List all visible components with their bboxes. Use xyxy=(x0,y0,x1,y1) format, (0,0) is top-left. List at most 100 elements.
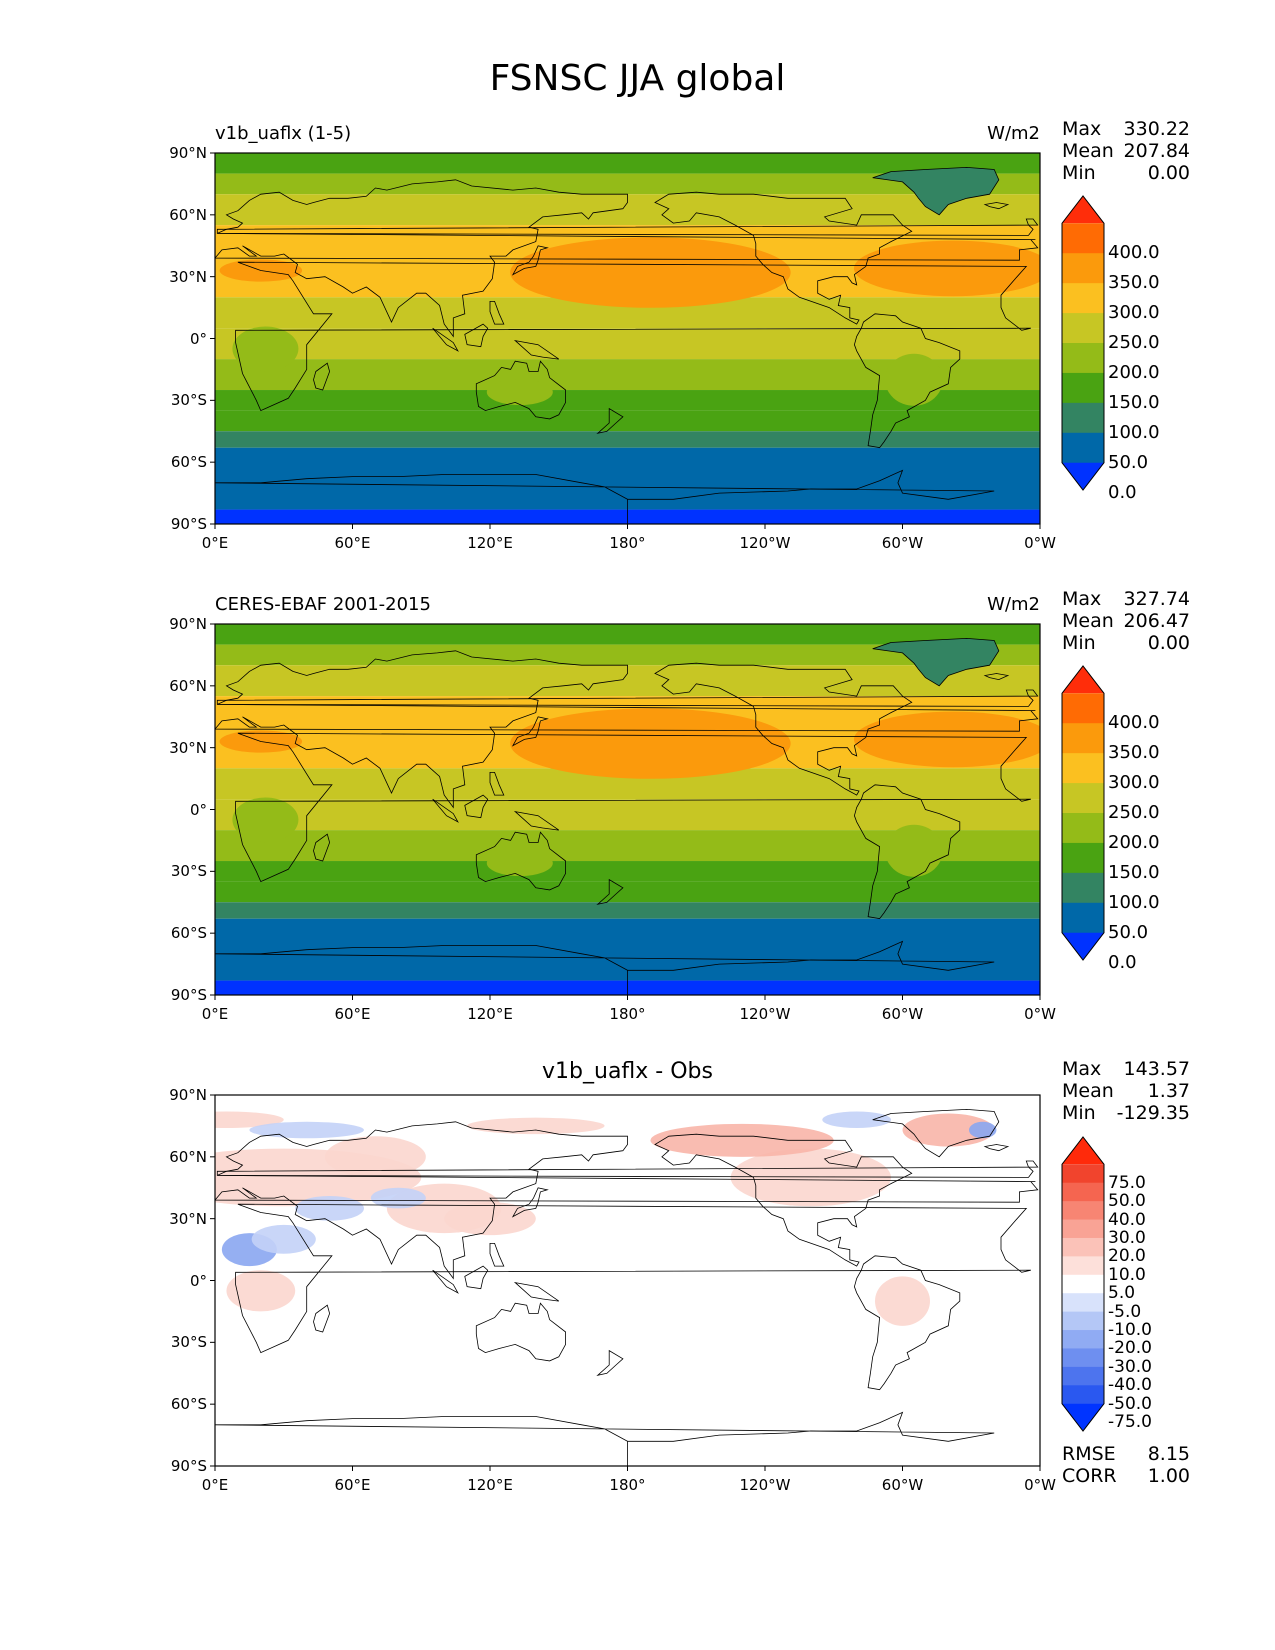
stat-value: -129.35 xyxy=(1116,1102,1190,1124)
coastline-n_america xyxy=(654,662,913,796)
coastline-australia xyxy=(475,1302,566,1362)
colorbar-tick-label: -40.0 xyxy=(1108,1375,1152,1396)
lon-tick-label: 60°W xyxy=(881,1005,924,1023)
stat-min: Min 0.00 xyxy=(1062,162,1190,184)
lat-tick-label: 30°N xyxy=(169,738,207,757)
lat-tick-label: 0° xyxy=(189,1271,207,1290)
colorbar-segment xyxy=(1062,693,1104,724)
coastline-uk xyxy=(216,218,1039,236)
lon-tick-label: 120°W xyxy=(739,534,791,552)
stat-value: 206.47 xyxy=(1123,610,1190,632)
stat-value: 0.00 xyxy=(1147,632,1190,654)
lon-tick-label: 0°E xyxy=(201,1005,229,1023)
lon-tick-label: 180° xyxy=(609,534,646,552)
colorbar-tick-label: -30.0 xyxy=(1108,1356,1152,1377)
stat-label: Mean xyxy=(1062,610,1114,632)
colorbar-tick-label: 100.0 xyxy=(1108,421,1160,443)
stat-label: Max xyxy=(1062,588,1102,610)
lon-tick-label: 120°W xyxy=(739,1005,791,1023)
colorbar-segment xyxy=(1062,813,1104,844)
colorbar-tick-label: 5.0 xyxy=(1108,1283,1136,1304)
colorbar xyxy=(1061,195,1105,491)
panel-units: W/m2 xyxy=(987,123,1040,144)
coastline-n_america xyxy=(654,191,913,325)
map-field-difference xyxy=(215,1095,1040,1466)
colorbar-segment xyxy=(1062,1164,1104,1184)
coastline-s_america xyxy=(853,313,961,449)
coastline-japan xyxy=(511,245,549,276)
stat-label: Min xyxy=(1062,162,1096,184)
lat-tick-label: 90°N xyxy=(169,144,207,162)
coastline-iceland xyxy=(983,1144,1010,1152)
coastline-iceland xyxy=(983,202,1010,210)
lat-tick-label: 30°N xyxy=(169,267,207,286)
coastline-eurasia xyxy=(215,650,1039,809)
colorbar-tick-label: 350.0 xyxy=(1108,742,1160,764)
coastline-new_zealand xyxy=(596,878,624,906)
coastline-africa xyxy=(235,261,1031,412)
lon-tick-label: 0°W xyxy=(1024,1005,1056,1023)
colorbar-tick-label: 0.0 xyxy=(1108,481,1137,503)
stat-label: Max xyxy=(1062,1058,1102,1080)
lat-tick-label: 90°S xyxy=(170,1457,207,1475)
coastline-s_america xyxy=(853,1255,961,1391)
colorbar-segment xyxy=(1062,1293,1104,1313)
coastline-greenland xyxy=(872,637,1000,687)
lon-tick-label: 0°E xyxy=(201,534,229,552)
colorbar-segment xyxy=(1062,1330,1104,1349)
coastline-uk xyxy=(216,689,1039,707)
coastline-eurasia xyxy=(215,1121,1039,1280)
stat-value: 207.84 xyxy=(1123,140,1190,162)
lat-tick-label: 90°N xyxy=(169,1086,207,1104)
stat-value: 143.57 xyxy=(1123,1058,1190,1080)
stat-min: Min -129.35 xyxy=(1062,1102,1190,1124)
lon-tick-label: 0°E xyxy=(201,1476,229,1494)
colorbar-segment xyxy=(1062,1219,1104,1239)
colorbar-segment xyxy=(1062,723,1104,754)
colorbar-segment xyxy=(1062,432,1104,464)
lon-tick-label: 60°E xyxy=(334,534,371,552)
lon-tick-label: 60°W xyxy=(881,534,924,552)
coastline-madagascar xyxy=(313,362,331,391)
colorbar-segment xyxy=(1062,1256,1104,1276)
stat-mean: Mean 206.47 xyxy=(1062,610,1190,632)
stat-value: 1.00 xyxy=(1147,1465,1190,1487)
coastline-antarctica xyxy=(215,1411,995,1466)
panel-title: CERES-EBAF 2001-2015 xyxy=(215,594,431,615)
colorbar-segment xyxy=(1062,1311,1104,1331)
stat-label: Min xyxy=(1062,1102,1096,1124)
coastline-uk xyxy=(216,1160,1039,1178)
colorbar-tick-label: 350.0 xyxy=(1108,272,1160,294)
colorbar-tick-label: 0.0 xyxy=(1108,951,1137,973)
coastline-greenland xyxy=(872,166,1000,216)
lat-tick-label: 90°S xyxy=(170,515,207,533)
coastline-borneo xyxy=(464,794,489,819)
coastline-indochina_phil xyxy=(489,1243,505,1267)
lon-tick-label: 60°W xyxy=(881,1476,924,1494)
colorbar-tick-label: 400.0 xyxy=(1108,712,1160,734)
colorbar-tick-label: 200.0 xyxy=(1108,361,1160,383)
lat-tick-label: 90°N xyxy=(169,615,207,633)
coastline-australia xyxy=(475,360,566,420)
colorbar-tick-label: 150.0 xyxy=(1108,391,1160,413)
colorbar-tick-label: 40.0 xyxy=(1108,1209,1146,1230)
colorbar-tick-label: 150.0 xyxy=(1108,861,1160,883)
lat-tick-label: 90°S xyxy=(170,986,207,1004)
coastline-africa xyxy=(235,1203,1031,1354)
coastlines xyxy=(215,637,1039,995)
coastline-africa xyxy=(235,732,1031,883)
colorbar-segment xyxy=(1062,1274,1104,1294)
coastline-s_america xyxy=(853,784,961,920)
colorbar-tick-label: 250.0 xyxy=(1108,802,1160,823)
colorbar-tick-label: 50.0 xyxy=(1108,921,1149,943)
colorbar-segment xyxy=(1062,1348,1104,1368)
colorbar-tick-label: -10.0 xyxy=(1108,1320,1152,1341)
map-field-reference xyxy=(215,624,1040,995)
lon-tick-label: 60°E xyxy=(334,1005,371,1023)
colorbar-tick-label: 30.0 xyxy=(1108,1227,1146,1248)
stat-max: Max 327.74 xyxy=(1062,588,1190,610)
colorbar-segment xyxy=(1062,253,1104,284)
coastline-new_zealand xyxy=(596,407,624,435)
coastline-antarctica xyxy=(215,940,995,995)
stat-value: 8.15 xyxy=(1147,1443,1190,1465)
